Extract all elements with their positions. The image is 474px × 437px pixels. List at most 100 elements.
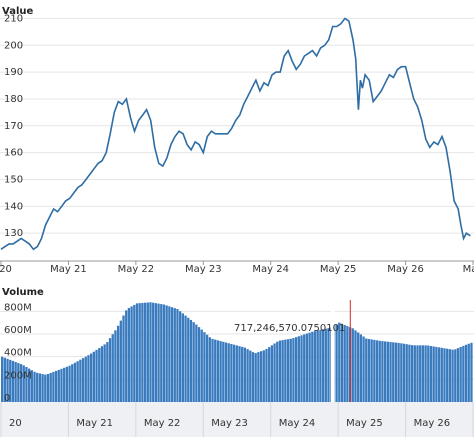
- volume-bar: [378, 340, 381, 402]
- value-x-tick-label: May 23: [185, 264, 222, 275]
- volume-bar: [36, 372, 39, 402]
- volume-bar: [125, 310, 128, 402]
- volume-bar: [365, 338, 368, 402]
- volume-bar: [346, 326, 349, 402]
- volume-bar: [54, 370, 58, 402]
- volume-bar: [268, 347, 271, 402]
- value-y-tick-label: 160: [4, 148, 23, 159]
- volume-bar: [343, 324, 346, 402]
- volume-bar: [451, 349, 454, 402]
- volume-bar: [152, 302, 155, 402]
- volume-bar: [17, 363, 20, 402]
- navigator-tick-label: May 23: [211, 418, 248, 429]
- value-panel: Value 130 140 150 160 170 180 190 200 210 y 20 Ma…: [0, 6, 474, 275]
- value-y-tick-label: 130: [4, 228, 23, 239]
- volume-bar: [397, 342, 400, 402]
- volume-bar: [443, 348, 446, 402]
- volume-bar: [459, 347, 462, 402]
- volume-bar: [249, 350, 252, 402]
- volume-bar: [454, 349, 457, 402]
- value-y-tick-label: 170: [4, 121, 23, 132]
- volume-bar: [211, 338, 214, 402]
- navigator-tick-label: 20: [9, 418, 22, 429]
- value-x-tick-label: May 21: [50, 264, 87, 275]
- volume-bar: [165, 305, 168, 402]
- volume-bar: [400, 343, 403, 402]
- volume-bar: [81, 358, 85, 402]
- volume-bar: [278, 340, 282, 402]
- volume-bar: [130, 306, 133, 402]
- volume-bar: [14, 361, 17, 402]
- volume-bar: [389, 342, 392, 402]
- volume-bar: [276, 341, 279, 402]
- volume-bar: [19, 364, 23, 402]
- volume-bar: [222, 341, 225, 402]
- volume-bar: [270, 345, 274, 402]
- volume-bar: [168, 306, 171, 402]
- volume-bar: [257, 352, 260, 402]
- volume-bar: [402, 343, 406, 402]
- volume-bar: [424, 345, 427, 402]
- volume-bar: [205, 334, 209, 402]
- value-x-tick-label: May: [463, 264, 474, 275]
- volume-bar: [200, 329, 203, 402]
- volume-bar: [235, 345, 238, 402]
- value-y-tick-label: 190: [4, 67, 23, 78]
- volume-bar: [464, 344, 468, 402]
- volume-bar: [375, 340, 379, 402]
- volume-bar: [359, 334, 363, 402]
- volume-bar: [351, 328, 354, 402]
- volume-bar: [44, 374, 47, 402]
- volume-bar: [181, 313, 185, 402]
- volume-bar: [300, 335, 303, 402]
- volume-bar: [227, 343, 230, 402]
- volume-bar: [470, 342, 473, 402]
- volume-bar: [122, 315, 125, 402]
- value-y-tick-label: 200: [4, 40, 23, 51]
- volume-bar: [254, 353, 257, 402]
- volume-bar: [189, 319, 193, 402]
- volume-bar: [321, 329, 325, 402]
- volume-bar: [87, 355, 90, 402]
- volume-bar: [324, 328, 327, 402]
- volume-bar: [63, 367, 66, 402]
- volume-bar: [427, 345, 430, 402]
- value-x-tick-label: May 24: [252, 264, 289, 275]
- volume-bar: [437, 347, 441, 402]
- volume-bar: [354, 330, 357, 402]
- volume-bar: [33, 371, 36, 402]
- navigator-tick-label: May 25: [346, 418, 383, 429]
- volume-bar: [84, 356, 87, 402]
- volume-bar: [22, 365, 25, 402]
- value-y-tick-label: 180: [4, 94, 23, 105]
- navigator-background[interactable]: [0, 402, 474, 437]
- volume-bar: [383, 341, 387, 402]
- volume-bar: [162, 304, 166, 402]
- volume-bar: [303, 334, 306, 402]
- volume-bar: [116, 325, 120, 402]
- volume-bar: [338, 322, 341, 402]
- volume-bar: [25, 366, 28, 402]
- volume-bar: [157, 303, 160, 402]
- volume-bar: [413, 345, 416, 402]
- volume-bar: [467, 343, 470, 402]
- volume-bar: [448, 349, 452, 402]
- value-x-tick-label: y 20: [0, 264, 12, 275]
- volume-bar: [30, 370, 33, 402]
- volume-bar: [435, 346, 438, 402]
- volume-bar: [265, 348, 268, 402]
- volume-bar: [95, 349, 98, 402]
- volume-bar: [246, 349, 249, 402]
- volume-y-tick-labels: 0 200M 400M 600M 800M: [4, 302, 32, 404]
- value-y-tick-label: 140: [4, 201, 23, 212]
- volume-bar: [195, 324, 198, 402]
- volume-bar: [98, 348, 101, 402]
- value-y-tick-label: 150: [4, 174, 23, 185]
- volume-bar: [230, 343, 233, 402]
- volume-bar: [203, 332, 206, 402]
- volume-bar: [241, 346, 244, 402]
- volume-bar: [386, 341, 389, 402]
- value-x-tick-label: May 26: [387, 264, 424, 275]
